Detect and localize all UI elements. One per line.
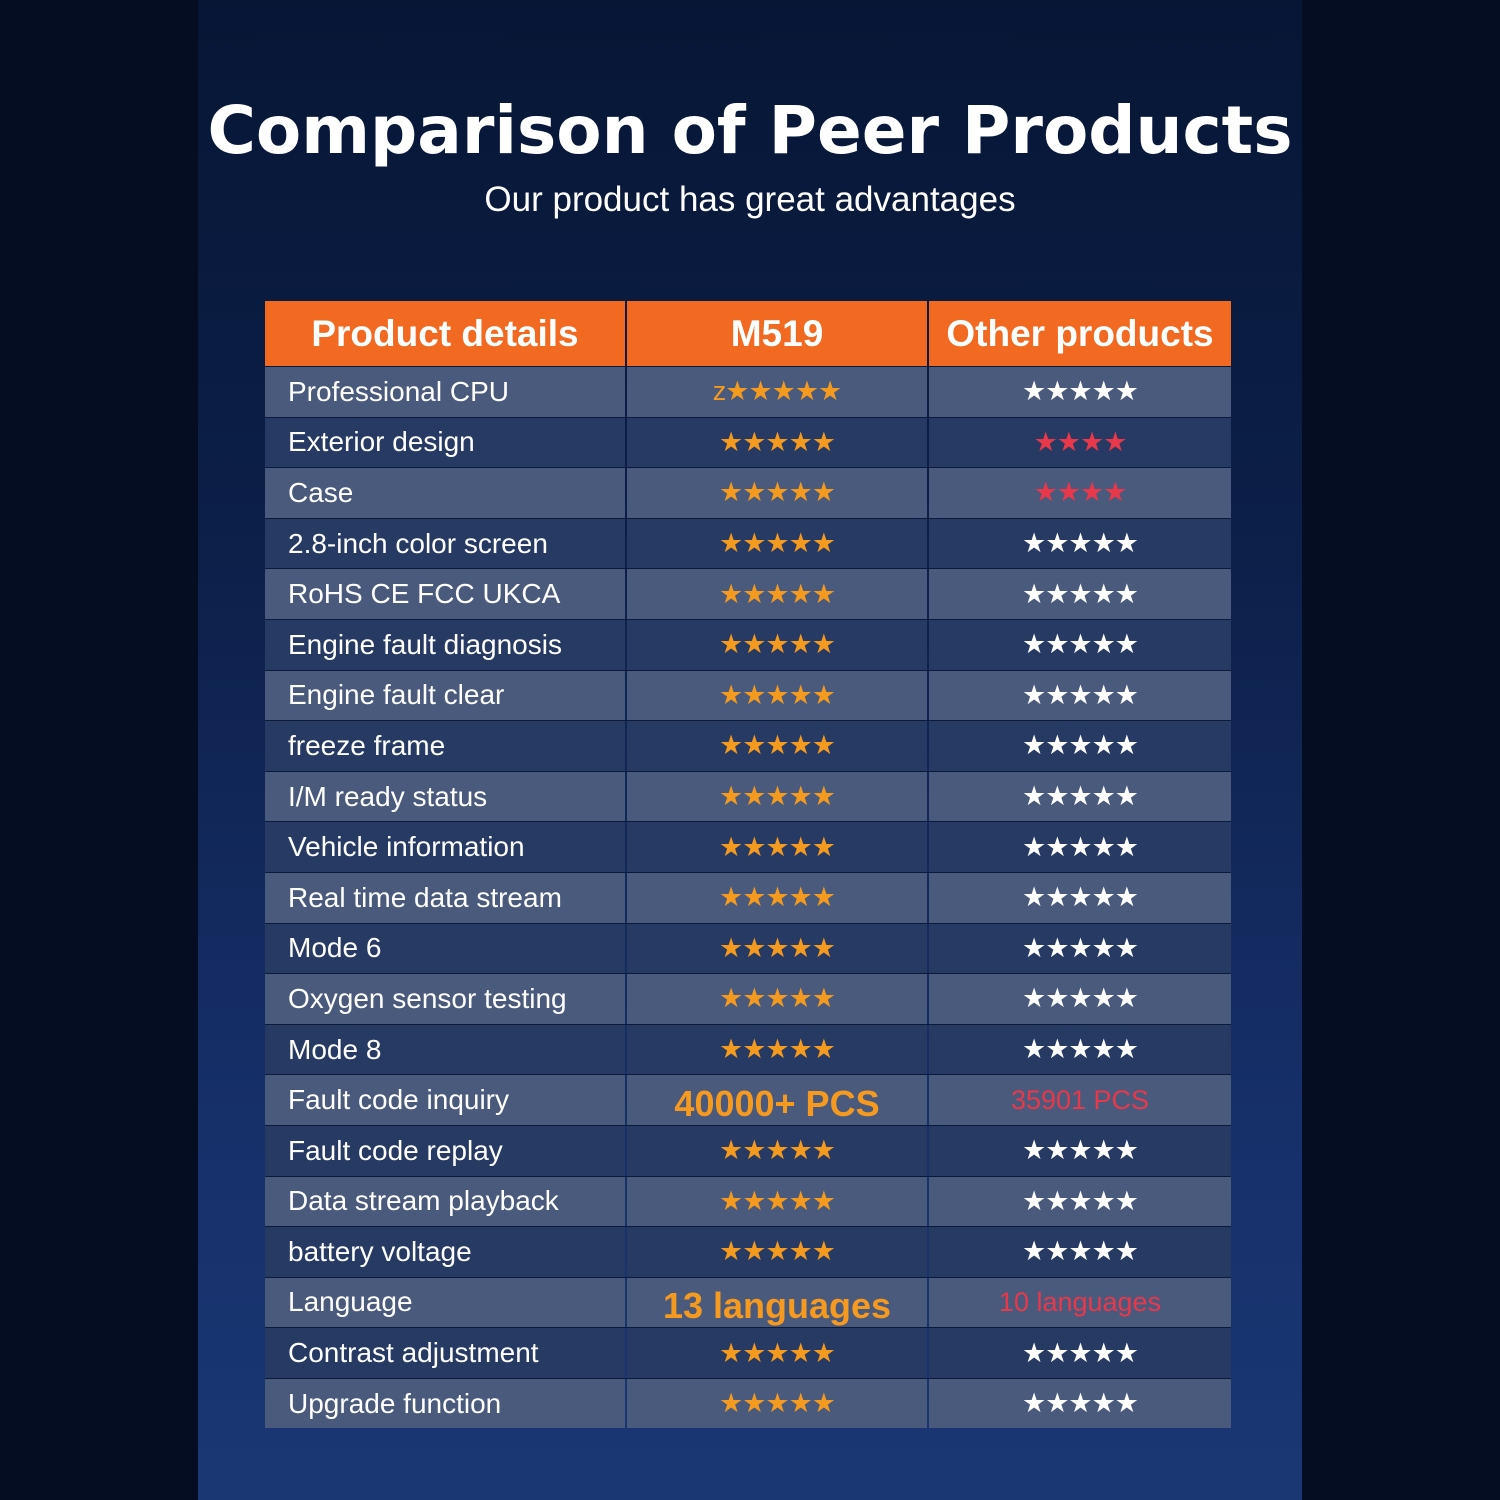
m519-rating-stars: ★★★★★ — [627, 569, 927, 619]
m519-rating-stars: ★★★★★ — [627, 1176, 927, 1227]
other-rating-stars: ★★★★ — [929, 468, 1231, 518]
m519-rating-stars: ★★★★★ — [627, 872, 927, 923]
m519-rating-stars: ★★★★★ — [627, 1378, 927, 1429]
m519-rating-stars: ★★★★★ — [627, 923, 927, 974]
feature-label: Data stream playback — [265, 1176, 625, 1227]
feature-label: 2.8-inch color screen — [265, 518, 625, 569]
feature-label: Engine fault diagnosis — [265, 619, 625, 670]
feature-label: Oxygen sensor testing — [265, 974, 625, 1024]
other-rating-stars: ★★★★★ — [929, 822, 1231, 872]
m519-value: 13 languages — [627, 1277, 927, 1328]
m519-rating-stars: ★★★★★ — [627, 619, 927, 670]
page-subtitle: Our product has great advantages — [484, 180, 1016, 219]
table-row: Real time data stream ★★★★★ ★★★★★ — [265, 871, 1231, 923]
feature-label: Exterior design — [265, 417, 625, 468]
m519-rating-stars: ★★★★★ — [627, 1227, 927, 1277]
table-row: Upgrade function ★★★★★ ★★★★★ — [265, 1377, 1231, 1429]
other-rating-stars: ★★★★ — [929, 417, 1231, 468]
m519-rating-stars: ★★★★★ — [627, 1328, 927, 1378]
feature-label: Mode 6 — [265, 923, 625, 974]
feature-label: Mode 8 — [265, 1024, 625, 1075]
other-rating-stars: ★★★★★ — [929, 367, 1231, 417]
feature-label: I/M ready status — [265, 771, 625, 822]
m519-rating-stars: ★★★★★ — [627, 670, 927, 721]
other-rating-stars: ★★★★★ — [929, 1176, 1231, 1227]
other-rating-stars: ★★★★★ — [929, 1227, 1231, 1277]
other-rating-stars: ★★★★★ — [929, 619, 1231, 670]
table-row: Contrast adjustment ★★★★★ ★★★★★ — [265, 1327, 1231, 1378]
header-other-products: Other products — [929, 301, 1231, 366]
m519-rating-stars: ★★★★★ — [627, 1125, 927, 1176]
m519-rating-stars: ★★★★★ — [627, 1024, 927, 1075]
other-rating-stars: ★★★★★ — [929, 569, 1231, 619]
table-row: Data stream playback ★★★★★ ★★★★★ — [265, 1175, 1231, 1227]
other-value: 10 languages — [929, 1277, 1231, 1328]
other-rating-stars: ★★★★★ — [929, 923, 1231, 974]
table-row: RoHS CE FCC UKCA ★★★★★ ★★★★★ — [265, 568, 1231, 619]
table-row: 2.8-inch color screen ★★★★★ ★★★★★ — [265, 517, 1231, 569]
table-header-row: Product details M519 Other products — [265, 301, 1231, 366]
other-rating-stars: ★★★★★ — [929, 670, 1231, 721]
feature-label: Contrast adjustment — [265, 1328, 625, 1378]
m519-rating-stars: ★★★★★ — [627, 417, 927, 468]
other-rating-stars: ★★★★★ — [929, 974, 1231, 1024]
table-row: I/M ready status ★★★★★ ★★★★★ — [265, 770, 1231, 822]
table-row: Exterior design ★★★★★ ★★★★ — [265, 416, 1231, 468]
feature-label: Fault code replay — [265, 1125, 625, 1176]
feature-label: Upgrade function — [265, 1378, 625, 1429]
other-rating-stars: ★★★★★ — [929, 518, 1231, 569]
table-row: Vehicle information ★★★★★ ★★★★★ — [265, 821, 1231, 872]
table-row: Professional CPU z★★★★★ ★★★★★ — [265, 366, 1231, 417]
m519-rating-stars: ★★★★★ — [627, 518, 927, 569]
comparison-table: Product details M519 Other products Prof… — [265, 301, 1231, 1429]
other-value: 35901 PCS — [929, 1075, 1231, 1125]
table-row: Engine fault clear ★★★★★ ★★★★★ — [265, 669, 1231, 721]
table-row: Oxygen sensor testing ★★★★★ ★★★★★ — [265, 973, 1231, 1024]
other-rating-stars: ★★★★★ — [929, 1378, 1231, 1429]
table-row: Fault code replay ★★★★★ ★★★★★ — [265, 1124, 1231, 1176]
other-rating-stars: ★★★★★ — [929, 771, 1231, 822]
feature-label: Vehicle information — [265, 822, 625, 872]
table-row: Engine fault diagnosis ★★★★★ ★★★★★ — [265, 618, 1231, 670]
other-rating-stars: ★★★★★ — [929, 1024, 1231, 1075]
feature-label: Language — [265, 1277, 625, 1328]
other-rating-stars: ★★★★★ — [929, 872, 1231, 923]
table-row: freeze frame ★★★★★ ★★★★★ — [265, 720, 1231, 771]
table-row: Mode 6 ★★★★★ ★★★★★ — [265, 922, 1231, 974]
header-product-details: Product details — [265, 301, 625, 366]
feature-label: Real time data stream — [265, 872, 625, 923]
feature-label: Fault code inquiry — [265, 1075, 625, 1125]
table-row: Case ★★★★★ ★★★★ — [265, 467, 1231, 518]
feature-label: RoHS CE FCC UKCA — [265, 569, 625, 619]
feature-label: Professional CPU — [265, 367, 625, 417]
m519-rating-stars: z★★★★★ — [627, 367, 927, 417]
m519-rating-stars: ★★★★★ — [627, 468, 927, 518]
other-rating-stars: ★★★★★ — [929, 1125, 1231, 1176]
feature-label: Engine fault clear — [265, 670, 625, 721]
other-rating-stars: ★★★★★ — [929, 1328, 1231, 1378]
m519-rating-stars: ★★★★★ — [627, 721, 927, 771]
m519-rating-stars: ★★★★★ — [627, 822, 927, 872]
page-title: Comparison of Peer Products — [207, 92, 1293, 169]
header-m519: M519 — [627, 301, 927, 366]
m519-value: 40000+ PCS — [627, 1075, 927, 1125]
table-row: Language 13 languages 10 languages — [265, 1276, 1231, 1328]
m519-rating-stars: ★★★★★ — [627, 974, 927, 1024]
table-row: Fault code inquiry 40000+ PCS 35901 PCS — [265, 1074, 1231, 1125]
feature-label: freeze frame — [265, 721, 625, 771]
feature-label: Case — [265, 468, 625, 518]
table-body: Professional CPU z★★★★★ ★★★★★ Exterior desi… — [265, 366, 1231, 1429]
table-row: battery voltage ★★★★★ ★★★★★ — [265, 1226, 1231, 1277]
m519-rating-stars: ★★★★★ — [627, 771, 927, 822]
other-rating-stars: ★★★★★ — [929, 721, 1231, 771]
table-row: Mode 8 ★★★★★ ★★★★★ — [265, 1023, 1231, 1075]
feature-label: battery voltage — [265, 1227, 625, 1277]
